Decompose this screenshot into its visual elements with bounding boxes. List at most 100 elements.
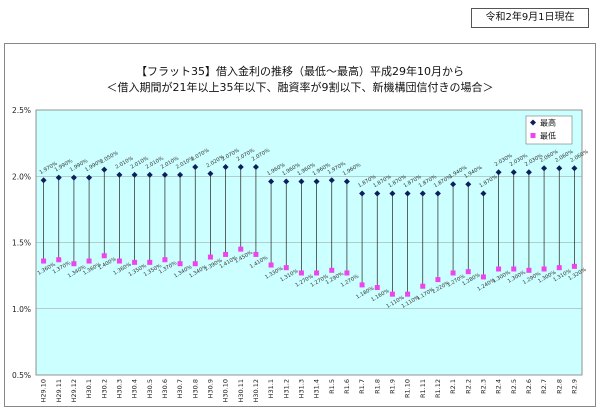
y-tick-label: 2.0% bbox=[12, 172, 31, 181]
max-rate-point bbox=[328, 177, 335, 184]
max-rate-point bbox=[283, 178, 290, 185]
max-rate-point bbox=[131, 171, 138, 178]
max-rate-point bbox=[237, 163, 244, 170]
max-rate-point bbox=[556, 165, 563, 172]
max-rate-point bbox=[510, 169, 517, 176]
min-rate-point bbox=[526, 267, 532, 273]
min-rate-point bbox=[192, 261, 198, 267]
min-rate-point bbox=[435, 277, 441, 283]
max-rate-point bbox=[55, 174, 62, 181]
min-rate-point bbox=[298, 270, 304, 276]
min-rate-point bbox=[162, 257, 168, 263]
chart-title: 【フラット35】借入金利の推移（最低～最高）平成29年10月から bbox=[136, 64, 464, 78]
max-rate-point bbox=[222, 163, 229, 170]
x-tick-label: H29.11 bbox=[55, 379, 63, 403]
min-rate-point bbox=[223, 251, 229, 257]
x-tick-label: H31.3 bbox=[297, 379, 305, 398]
y-tick-label: 2.5% bbox=[12, 106, 31, 115]
max-rate-point bbox=[434, 190, 441, 197]
x-tick-label: H30.3 bbox=[115, 379, 123, 398]
min-rate-point bbox=[314, 270, 320, 276]
x-tick-label: H29.10 bbox=[40, 379, 48, 403]
max-rate-point bbox=[465, 181, 472, 188]
max-rate-point bbox=[177, 171, 184, 178]
min-rate-point bbox=[541, 266, 547, 272]
max-rate-point bbox=[192, 163, 199, 170]
min-rate-point bbox=[177, 261, 183, 267]
x-tick-label: R1.7 bbox=[358, 379, 366, 394]
x-tick-label: H31.1 bbox=[267, 379, 275, 398]
max-rate-point bbox=[359, 190, 366, 197]
min-rate-point bbox=[556, 265, 562, 271]
max-rate-point bbox=[541, 165, 548, 172]
y-tick-label: 0.5% bbox=[12, 371, 31, 380]
y-tick-label: 1.5% bbox=[12, 239, 31, 248]
max-rate-point bbox=[70, 174, 77, 181]
max-rate-point bbox=[343, 178, 350, 185]
max-rate-point bbox=[480, 190, 487, 197]
as-of-date-label: 令和2年9月1日現在 bbox=[471, 8, 589, 28]
x-tick-label: R2.5 bbox=[510, 379, 518, 394]
max-rate-point bbox=[313, 178, 320, 185]
x-tick-label: R1.11 bbox=[419, 379, 427, 398]
min-rate-point bbox=[253, 251, 259, 257]
x-tick-label: R2.9 bbox=[570, 379, 578, 394]
min-rate-point bbox=[116, 258, 122, 264]
chart-subtitle: ＜借入期間が21年以上35年以下、融資率が9割以下、新機構団信付きの場合＞ bbox=[107, 80, 494, 94]
max-rate-point bbox=[40, 177, 47, 184]
min-rate-point bbox=[71, 261, 77, 267]
min-rate-point bbox=[268, 262, 274, 268]
max-rate-point bbox=[161, 171, 168, 178]
min-rate-point bbox=[86, 258, 92, 264]
x-tick-label: H30.12 bbox=[252, 379, 260, 403]
min-rate-point bbox=[56, 257, 62, 263]
min-rate-point bbox=[101, 253, 107, 259]
x-tick-label: R2.1 bbox=[449, 379, 457, 394]
min-rate-point bbox=[329, 267, 335, 273]
min-rate-point bbox=[480, 274, 486, 280]
x-tick-label: R2.3 bbox=[479, 379, 487, 394]
min-rate-point bbox=[420, 283, 426, 289]
max-rate-point bbox=[571, 165, 578, 172]
max-rate-point bbox=[374, 190, 381, 197]
min-rate-point bbox=[207, 254, 213, 260]
x-tick-label: H30.7 bbox=[176, 379, 184, 398]
max-rate-point bbox=[207, 170, 214, 177]
min-rate-point bbox=[450, 270, 456, 276]
x-tick-label: H30.4 bbox=[131, 379, 139, 398]
min-rate-point bbox=[238, 246, 244, 252]
x-tick-label: H30.2 bbox=[100, 379, 108, 398]
min-rate-point bbox=[41, 258, 47, 264]
legend-label-max: 最高 bbox=[540, 118, 556, 128]
x-tick-label: H31.2 bbox=[282, 379, 290, 398]
max-rate-point bbox=[116, 171, 123, 178]
legend: 最高 最低 bbox=[525, 115, 573, 145]
min-rate-point bbox=[496, 266, 502, 272]
max-rate-point bbox=[101, 166, 108, 173]
x-tick-label: H30.10 bbox=[222, 379, 230, 403]
min-rate-point bbox=[147, 259, 153, 265]
y-tick-label: 1.0% bbox=[12, 305, 31, 314]
legend-label-min: 最低 bbox=[540, 131, 556, 141]
x-tick-label: H30.8 bbox=[191, 379, 199, 398]
x-tick-label: R2.2 bbox=[464, 379, 472, 394]
x-tick-label: H30.5 bbox=[146, 379, 154, 398]
legend-marker-max bbox=[530, 119, 536, 126]
x-tick-label: R1.6 bbox=[343, 379, 351, 394]
min-rate-point bbox=[389, 291, 395, 297]
x-tick-label: H29.12 bbox=[70, 379, 78, 403]
x-tick-label: H30.1 bbox=[85, 379, 93, 398]
max-rate-point bbox=[268, 178, 275, 185]
max-rate-point bbox=[495, 169, 502, 176]
x-tick-label: H30.9 bbox=[206, 379, 214, 398]
min-rate-point bbox=[283, 265, 289, 271]
min-rate-point bbox=[132, 259, 138, 265]
x-tick-label: R1.5 bbox=[328, 379, 336, 394]
max-rate-point bbox=[419, 190, 426, 197]
x-tick-label: H30.6 bbox=[161, 379, 169, 398]
x-tick-label: R2.6 bbox=[525, 379, 533, 394]
max-rate-point bbox=[450, 181, 457, 188]
x-tick-label: R1.9 bbox=[388, 379, 396, 394]
max-rate-point bbox=[252, 163, 259, 170]
x-tick-label: H31.4 bbox=[313, 379, 321, 398]
